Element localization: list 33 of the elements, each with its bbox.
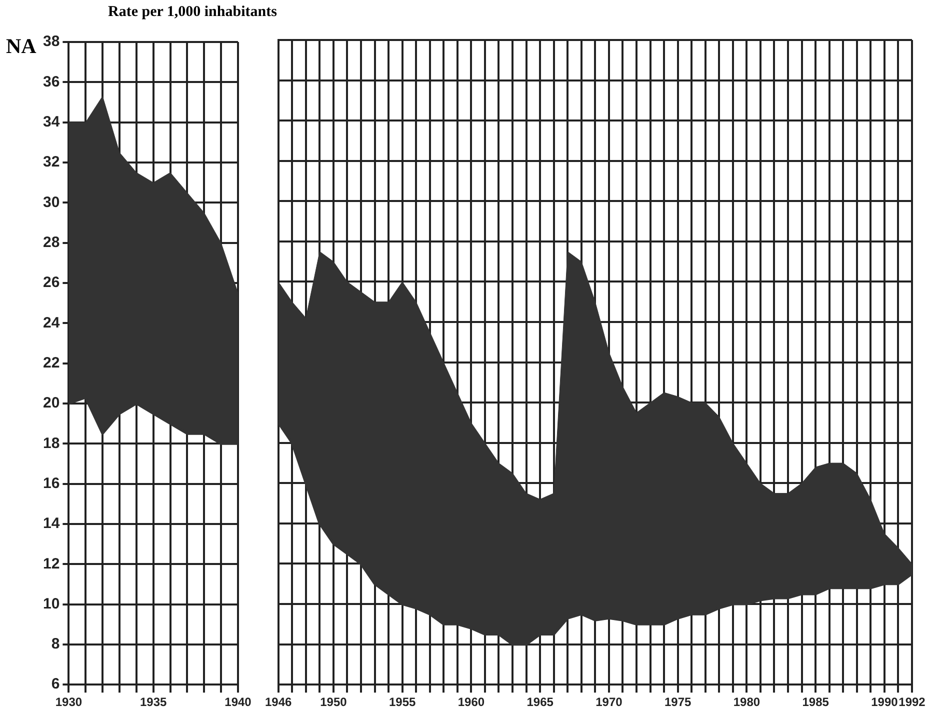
y-tick-label: 36	[42, 73, 60, 90]
x-tick-label: 1935	[140, 695, 168, 710]
x-tick-label: 1965	[526, 695, 554, 710]
y-tick-label: 26	[42, 274, 60, 292]
x-tick-label: 1970	[596, 695, 623, 710]
x-tick-label: 1975	[664, 695, 692, 710]
y-tick-label: 22	[42, 354, 60, 372]
y-tick-label: 6	[51, 676, 60, 693]
x-tick-label: 1985	[802, 695, 830, 710]
y-tick-label: 24	[42, 314, 60, 332]
x-tick-label: 1990	[871, 695, 898, 710]
y-tick-label: 16	[42, 474, 60, 492]
x-tick-label: 1980	[733, 695, 760, 710]
x-tick-label: 1955	[388, 695, 416, 710]
x-tick-label: 1930	[55, 695, 82, 710]
y-tick-label: 18	[42, 434, 60, 452]
x-tick-label: 1946	[264, 695, 292, 710]
y-tick-label: 8	[51, 636, 60, 653]
y-tick-label: 34	[42, 113, 60, 130]
x-tick-label: 1992	[898, 695, 926, 710]
y-tick-label: 20	[42, 394, 60, 412]
y-axis-title: NA	[6, 34, 36, 59]
y-tick-label: 30	[42, 194, 60, 211]
y-tick-label: 28	[42, 234, 60, 251]
y-tick-label: 14	[42, 515, 60, 532]
x-tick-label: 1960	[458, 695, 485, 710]
x-tick-label: 1940	[224, 695, 252, 710]
y-tick-label: 38	[42, 33, 60, 50]
y-tick-label: 10	[42, 595, 60, 612]
y-tick-label: 12	[42, 555, 60, 572]
y-tick-label: 32	[42, 154, 60, 171]
chart-title: Rate per 1,000 inhabitants	[108, 4, 277, 21]
x-tick-label: 1950	[320, 695, 348, 710]
